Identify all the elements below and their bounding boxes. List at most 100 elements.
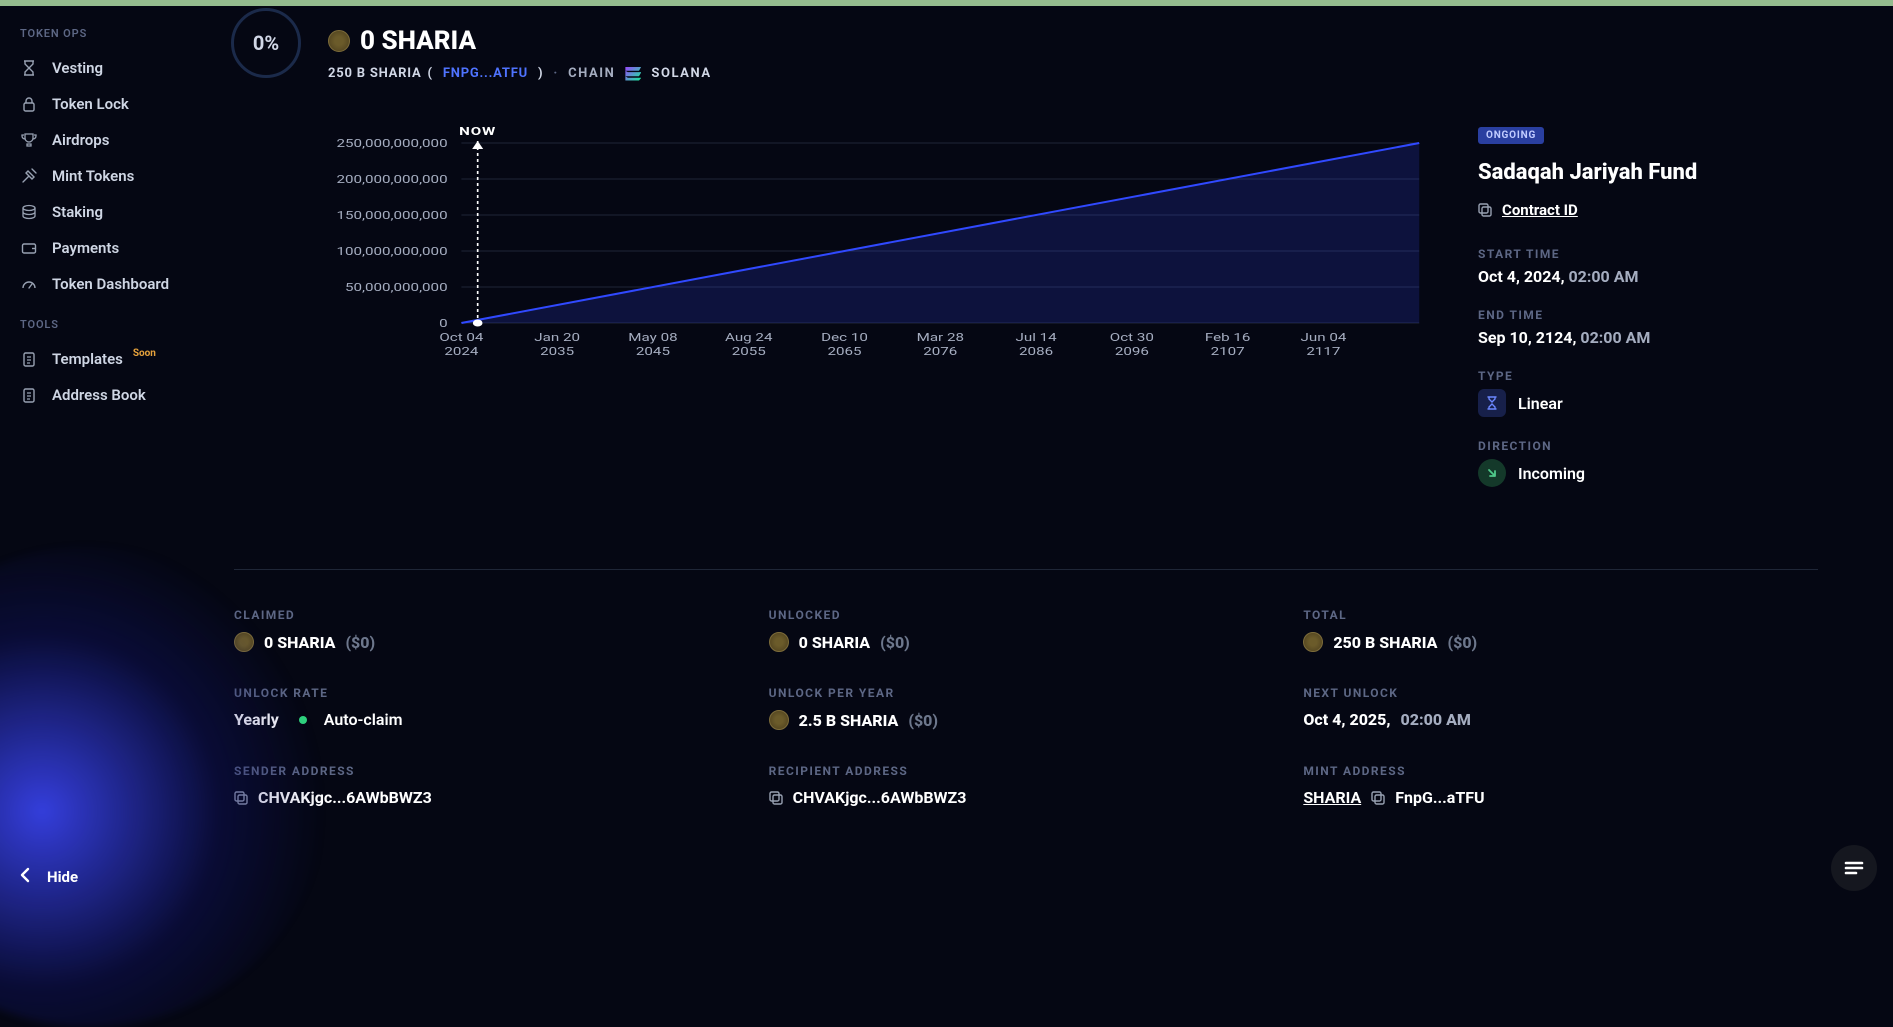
- progress-circle: 0%: [231, 8, 301, 78]
- sidebar-item-label: Airdrops: [52, 131, 109, 149]
- sidebar-item-label: Templates: [52, 350, 123, 368]
- svg-text:2107: 2107: [1211, 346, 1245, 358]
- sidebar-item-label: Vesting: [52, 59, 103, 77]
- svg-text:2076: 2076: [923, 346, 957, 358]
- svg-text:250,000,000,000: 250,000,000,000: [336, 138, 447, 150]
- svg-text:50,000,000,000: 50,000,000,000: [345, 282, 448, 294]
- svg-text:150,000,000,000: 150,000,000,000: [336, 210, 447, 222]
- sidebar-item-label: Mint Tokens: [52, 167, 134, 185]
- svg-text:200,000,000,000: 200,000,000,000: [336, 174, 447, 186]
- type-value-row: Linear: [1478, 389, 1818, 417]
- arrow-down-right-icon: [1478, 459, 1506, 487]
- vesting-chart: 0 50,000,000,000 100,000,000,000 150,000,00…: [234, 123, 1433, 509]
- stat-claimed: CLAIMED 0 SHARIA ($0): [234, 608, 749, 652]
- sidebar-item-staking[interactable]: Staking: [0, 194, 218, 230]
- sidebar-item-token-lock[interactable]: Token Lock: [0, 86, 218, 122]
- type-value: Linear: [1518, 394, 1563, 413]
- token-icon: [328, 30, 350, 52]
- stat-unlocked: UNLOCKED 0 SHARIA ($0): [769, 608, 1284, 652]
- svg-text:Dec 10: Dec 10: [821, 332, 868, 344]
- sidebar-item-airdrops[interactable]: Airdrops: [0, 122, 218, 158]
- svg-text:Jan 20: Jan 20: [534, 332, 580, 344]
- contract-id-link[interactable]: Contract ID: [1502, 201, 1578, 219]
- page-header: 0% 0 SHARIA 250 B SHARIA (FNPG...ATFU) ·…: [234, 16, 1818, 81]
- stat-next-unlock: NEXT UNLOCK Oct 4, 2025, 02:00 AM: [1303, 686, 1818, 730]
- svg-text:May 08: May 08: [628, 332, 677, 344]
- sidebar-item-mint-tokens[interactable]: Mint Tokens: [0, 158, 218, 194]
- supply-text: 250 B SHARIA: [328, 66, 422, 81]
- sidebar-item-label: Payments: [52, 239, 119, 257]
- sidebar-item-vesting[interactable]: Vesting: [0, 50, 218, 86]
- direction-value: Incoming: [1518, 464, 1585, 483]
- direction-value-row: Incoming: [1478, 459, 1818, 487]
- stats-grid: CLAIMED 0 SHARIA ($0) UNLOCKED 0 SHARIA …: [234, 608, 1818, 807]
- clipboard-icon: [20, 386, 38, 404]
- copy-icon[interactable]: [769, 791, 783, 805]
- chevron-left-icon: [20, 867, 30, 887]
- sidebar-item-address-book[interactable]: Address Book: [0, 377, 218, 413]
- svg-text:2045: 2045: [636, 346, 670, 358]
- svg-text:Jun 04: Jun 04: [1300, 332, 1347, 344]
- mint-token-link[interactable]: SHARIA: [1303, 788, 1361, 807]
- svg-text:2035: 2035: [540, 346, 574, 358]
- start-time-label: START TIME: [1478, 247, 1818, 261]
- svg-text:2117: 2117: [1306, 346, 1340, 358]
- stat-total: TOTAL 250 B SHARIA ($0): [1303, 608, 1818, 652]
- help-fab[interactable]: [1831, 845, 1877, 891]
- sidebar-section-token-ops: TOKEN OPS: [0, 19, 218, 50]
- copy-icon[interactable]: [1478, 203, 1492, 217]
- token-icon: [1303, 632, 1323, 652]
- sidebar-item-label: Token Dashboard: [52, 275, 169, 293]
- top-accent-bar: [0, 0, 1893, 6]
- end-time-label: END TIME: [1478, 308, 1818, 322]
- svg-text:2024: 2024: [444, 346, 479, 358]
- contract-info-panel: ONGOING Sadaqah Jariyah Fund Contract ID…: [1478, 123, 1818, 509]
- page-title: 0 SHARIA: [360, 26, 476, 56]
- sidebar-item-label: Address Book: [52, 386, 146, 404]
- sidebar-section-tools: TOOLS: [0, 310, 218, 341]
- stat-recipient-address: RECIPIENT ADDRESS CHVAKjgc...6AWbBWZ3: [769, 764, 1284, 807]
- sidebar-item-label: Staking: [52, 203, 103, 221]
- svg-text:2096: 2096: [1115, 346, 1149, 358]
- stat-mint-address: MINT ADDRESS SHARIA FnpG...aTFU: [1303, 764, 1818, 807]
- contract-title: Sadaqah Jariyah Fund: [1478, 160, 1818, 185]
- svg-text:Feb 16: Feb 16: [1205, 332, 1251, 344]
- clipboard-icon: [20, 350, 38, 368]
- sidebar: TOKEN OPS Vesting Token Lock Airdrops Mint …: [0, 6, 218, 907]
- contract-id-row[interactable]: Contract ID: [1478, 201, 1818, 219]
- hourglass-icon: [1478, 389, 1506, 417]
- recipient-address[interactable]: CHVAKjgc...6AWbBWZ3: [793, 788, 967, 807]
- svg-text:2086: 2086: [1019, 346, 1053, 358]
- hide-sidebar-button[interactable]: Hide: [0, 847, 218, 907]
- svg-text:Oct 04: Oct 04: [439, 332, 484, 344]
- hide-label: Hide: [47, 868, 78, 886]
- soon-badge: Soon: [133, 348, 156, 359]
- svg-text:Jul 14: Jul 14: [1015, 332, 1057, 344]
- start-time-value: Oct 4, 2024, 02:00 AM: [1478, 267, 1818, 286]
- svg-text:Mar 28: Mar 28: [917, 332, 964, 344]
- page-title-row: 0 SHARIA: [328, 26, 712, 56]
- svg-text:0: 0: [439, 318, 448, 330]
- svg-text:Aug 24: Aug 24: [725, 332, 773, 344]
- chain-caption: CHAIN: [568, 66, 615, 81]
- subtitle-row: 250 B SHARIA (FNPG...ATFU) · CHAIN SOLAN…: [328, 66, 712, 81]
- separator: ·: [553, 66, 558, 81]
- token-address-link[interactable]: FNPG...ATFU: [443, 66, 528, 81]
- svg-text:NOW: NOW: [459, 126, 496, 138]
- progress-pct: 0%: [253, 31, 279, 55]
- main-content: 0% 0 SHARIA 250 B SHARIA (FNPG...ATFU) ·…: [218, 6, 1893, 847]
- divider: [234, 569, 1818, 570]
- type-label: TYPE: [1478, 369, 1818, 383]
- end-time-value: Sep 10, 2124, 02:00 AM: [1478, 328, 1818, 347]
- coins-icon: [20, 203, 38, 221]
- sidebar-item-payments[interactable]: Payments: [0, 230, 218, 266]
- svg-text:2055: 2055: [732, 346, 766, 358]
- copy-icon[interactable]: [1371, 791, 1385, 805]
- wallet-icon: [20, 239, 38, 257]
- stat-unlock-per-year: UNLOCK PER YEAR 2.5 B SHARIA ($0): [769, 686, 1284, 730]
- svg-text:100,000,000,000: 100,000,000,000: [336, 246, 447, 258]
- sidebar-item-templates[interactable]: Templates Soon: [0, 341, 218, 377]
- mint-address[interactable]: FnpG...aTFU: [1395, 788, 1484, 807]
- sidebar-item-token-dashboard[interactable]: Token Dashboard: [0, 266, 218, 302]
- direction-label: DIRECTION: [1478, 439, 1818, 453]
